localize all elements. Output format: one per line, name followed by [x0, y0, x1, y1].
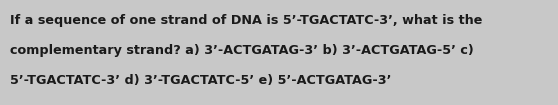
Text: If a sequence of one strand of DNA is 5’-TGACTATC-3’, what is the: If a sequence of one strand of DNA is 5’…: [10, 14, 482, 27]
Text: complementary strand? a) 3’-ACTGATAG-3’ b) 3’-ACTGATAG-5’ c): complementary strand? a) 3’-ACTGATAG-3’ …: [10, 44, 474, 57]
Text: 5’-TGACTATC-3’ d) 3’-TGACTATC-5’ e) 5’-ACTGATAG-3’: 5’-TGACTATC-3’ d) 3’-TGACTATC-5’ e) 5’-A…: [10, 74, 391, 87]
